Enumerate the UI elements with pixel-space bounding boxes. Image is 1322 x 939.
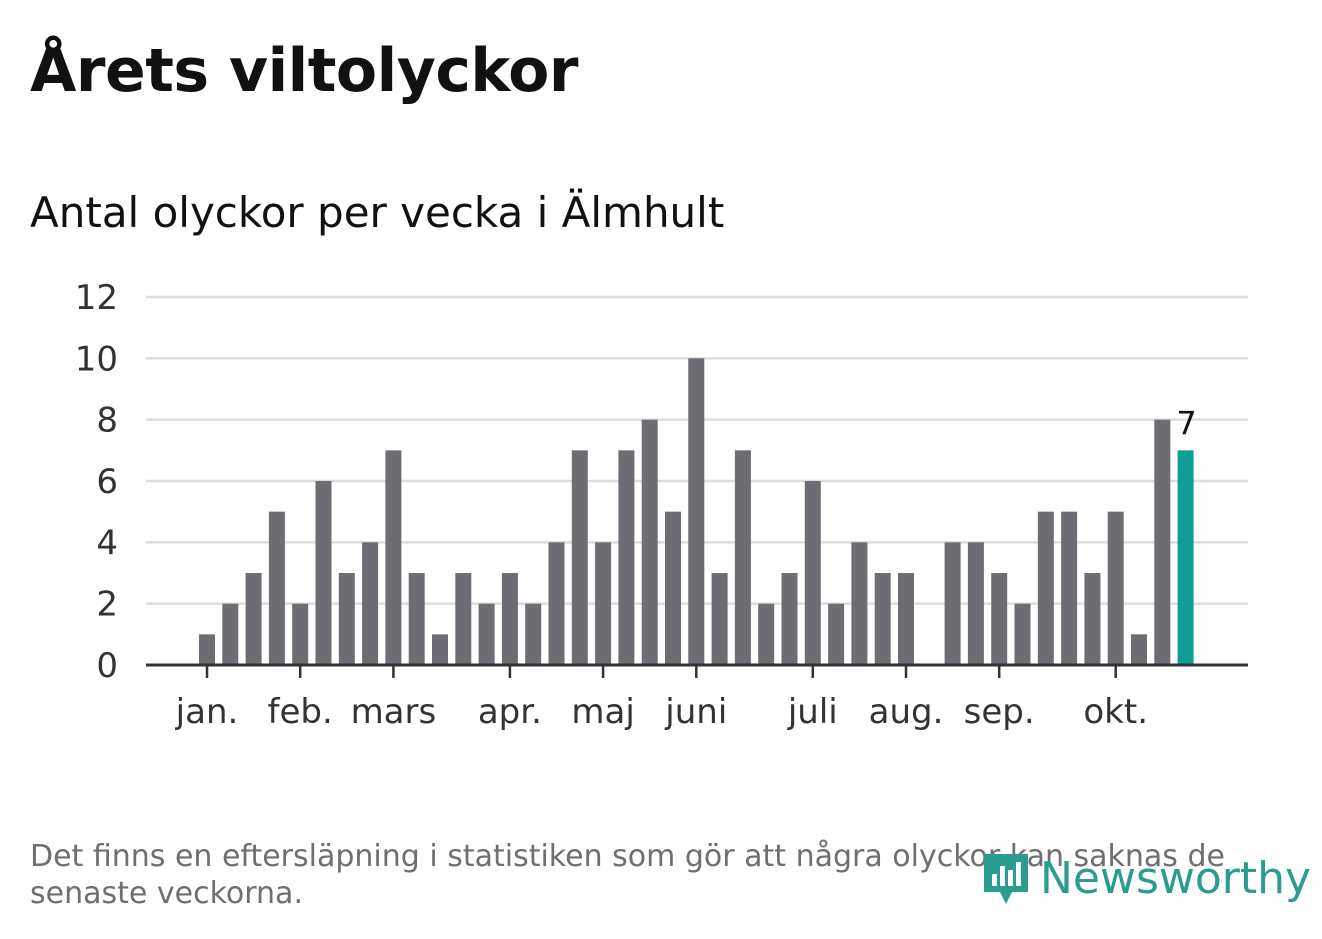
bar [315, 481, 332, 665]
bar [851, 542, 868, 665]
bar [455, 573, 472, 665]
bar [548, 542, 565, 665]
x-tick-label: sep. [964, 692, 1035, 732]
bar [408, 573, 425, 665]
bar [641, 419, 658, 665]
x-tick-label: juli [787, 692, 838, 732]
x-tick-label: mars [351, 692, 437, 732]
y-tick-label: 6 [96, 462, 118, 502]
y-tick-label: 12 [75, 278, 118, 318]
brand-name: Newsworthy [1040, 852, 1312, 904]
y-tick-label: 4 [96, 523, 118, 563]
x-tick-label: juni [664, 692, 727, 732]
bar [967, 542, 984, 665]
y-tick-label: 8 [96, 401, 118, 441]
bar [1037, 511, 1054, 665]
highlight-data-label: 7 [1176, 404, 1196, 442]
x-tick-label: aug. [869, 692, 944, 732]
chart-subtitle: Antal olyckor per vecka i Älmhult [30, 188, 725, 237]
bar [292, 603, 309, 665]
bar [991, 573, 1008, 665]
bar [501, 573, 518, 665]
bar [665, 511, 681, 665]
bar [432, 634, 448, 665]
bar [385, 450, 402, 665]
bar [478, 603, 495, 665]
x-tick-label: apr. [478, 692, 542, 732]
bar [734, 450, 751, 665]
bar-chart: 0 2 4 6 8 10 12 7 jan. feb. mars apr. maj juni juli a… [75, 278, 1248, 732]
x-tick-label: feb. [268, 692, 333, 732]
bar-highlight [1177, 450, 1194, 665]
bar [362, 542, 379, 665]
y-tick-label: 0 [96, 646, 118, 686]
x-axis: jan. feb. mars apr. maj juni juli aug. sep. okt. [146, 663, 1248, 732]
bar [199, 634, 215, 665]
bar [1014, 603, 1031, 665]
bar [1154, 419, 1171, 665]
x-tick-label: okt. [1083, 692, 1148, 732]
bar [571, 450, 588, 665]
chart-title: Årets viltolyckor [30, 36, 579, 106]
bar [874, 573, 891, 665]
bar [268, 511, 285, 665]
bar [1061, 511, 1078, 665]
x-tick-label: maj [571, 692, 634, 732]
bar [525, 603, 542, 665]
bar [338, 573, 355, 665]
bar [898, 573, 914, 665]
bar [944, 542, 961, 665]
bar [758, 603, 775, 665]
bar [595, 542, 612, 665]
bar [1084, 573, 1101, 665]
bar [245, 573, 262, 665]
bars: 7 [199, 358, 1197, 665]
bar [222, 603, 239, 665]
newsworthy-logo-icon [984, 854, 1028, 904]
brand-logo: Newsworthy [980, 848, 1311, 908]
y-tick-label: 10 [75, 339, 118, 379]
bar [828, 603, 845, 665]
y-tick-label: 2 [96, 585, 118, 625]
bar [781, 573, 798, 665]
y-axis-ticks: 0 2 4 6 8 10 12 [75, 278, 118, 686]
bar [1107, 511, 1124, 665]
bar [618, 450, 635, 665]
bar [804, 481, 821, 665]
x-tick-label: jan. [175, 692, 239, 732]
bar [688, 358, 705, 665]
bar [711, 573, 728, 665]
bar [1131, 634, 1147, 665]
